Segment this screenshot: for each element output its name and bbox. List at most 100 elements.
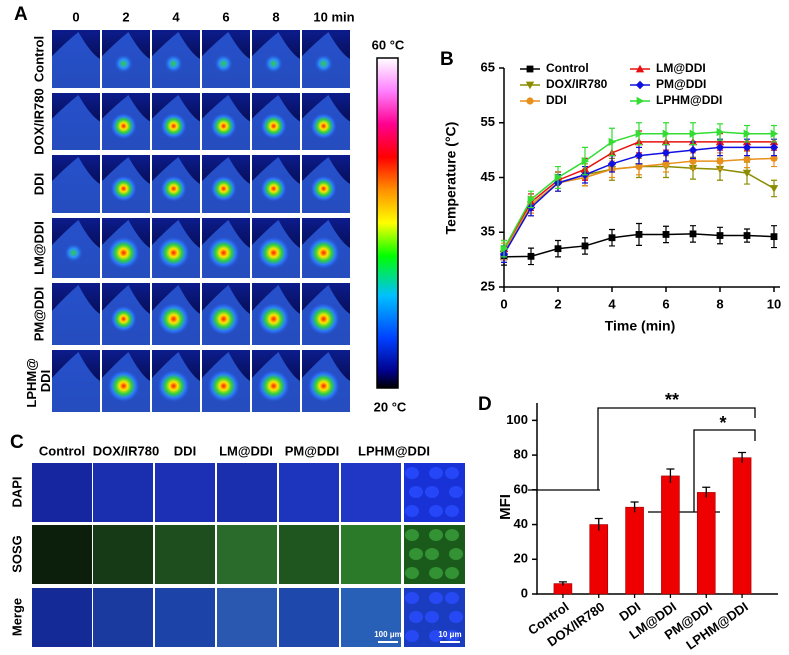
column-label: Control	[39, 443, 85, 458]
thermal-image	[302, 30, 350, 88]
marker	[715, 143, 725, 152]
row-label: LPHM@ DDI	[24, 354, 53, 407]
panel-label: D	[478, 394, 492, 415]
nucleus	[445, 467, 459, 479]
marker	[689, 129, 698, 138]
hot-spot	[257, 369, 290, 402]
x-tick-label: 2	[554, 296, 561, 311]
y-axis-label: Temperature (°C)	[443, 122, 459, 235]
hot-spot	[314, 54, 333, 73]
nucleus	[445, 592, 459, 604]
hot-spot	[207, 369, 240, 402]
thermal-image	[152, 283, 200, 345]
x-axis-label: Time (min)	[605, 318, 676, 334]
y-tick-label: 55	[481, 114, 495, 129]
thermal-image	[302, 218, 350, 278]
marker	[608, 137, 617, 147]
marker	[635, 80, 645, 90]
nucleus	[445, 630, 459, 642]
micrograph	[155, 463, 215, 522]
y-tick-label: 0	[521, 585, 528, 600]
marker	[527, 252, 535, 260]
thermal-image	[52, 155, 100, 213]
time-label: 0	[72, 9, 79, 24]
x-tick-label: 8	[716, 296, 723, 311]
hot-spot	[307, 369, 340, 402]
row-label: Merge	[9, 598, 24, 636]
nucleus	[425, 486, 439, 498]
body-shape	[52, 157, 100, 213]
y-tick-label: 20	[514, 551, 528, 566]
micrograph	[279, 525, 339, 584]
nucleus	[409, 486, 423, 498]
micrograph	[217, 525, 277, 584]
thermal-image	[252, 218, 300, 278]
error-bar	[630, 501, 639, 513]
marker	[662, 129, 671, 138]
y-tick-label: 65	[481, 59, 495, 74]
body-shape	[52, 285, 100, 345]
hot-spot	[157, 302, 190, 335]
thermal-image	[152, 93, 200, 150]
nucleus	[445, 567, 459, 579]
nucleus	[405, 567, 419, 579]
thermal-image	[302, 155, 350, 213]
y-tick-label: 25	[481, 278, 495, 293]
color-bar-min: 20 °C	[374, 399, 407, 414]
marker	[661, 148, 671, 158]
hot-spot	[157, 236, 190, 269]
legend-label: DDI	[546, 93, 567, 107]
hot-spot	[207, 302, 240, 335]
nucleus	[429, 529, 443, 541]
nucleus	[429, 567, 443, 579]
color-bar	[376, 57, 399, 389]
thermal-image	[302, 283, 350, 345]
marker	[526, 65, 534, 73]
x-tick-label: 6	[662, 296, 669, 311]
row-label: LM@DDI	[31, 221, 46, 275]
thermal-image	[52, 218, 100, 278]
hot-spot	[214, 54, 233, 73]
thermal-image	[202, 155, 250, 213]
micrograph	[155, 588, 215, 647]
row-label: DOX/IR780	[31, 88, 46, 154]
row-label: DDI	[31, 173, 46, 195]
body-shape	[52, 95, 100, 150]
thermal-image	[202, 350, 250, 412]
marker	[689, 230, 697, 238]
y-tick-label: 35	[481, 224, 495, 239]
nucleus	[425, 548, 439, 560]
marker	[554, 245, 562, 253]
time-label: 4	[172, 9, 180, 24]
thermal-image	[102, 350, 150, 412]
micrograph	[279, 588, 339, 647]
error-bar	[666, 468, 675, 483]
micrograph	[93, 463, 153, 522]
nucleus	[409, 548, 423, 560]
hot-spot	[160, 113, 187, 140]
row-label: Control	[31, 36, 46, 82]
column-label: PM@DDI	[285, 443, 340, 458]
micrograph	[155, 525, 215, 584]
scale-bar-label: 100 μm	[374, 630, 402, 639]
thermal-image	[152, 350, 200, 412]
row-label: DAPI	[9, 476, 24, 507]
panel-label: B	[440, 49, 454, 70]
thermal-image	[152, 218, 200, 278]
marker	[770, 154, 778, 162]
hot-spot	[307, 302, 340, 335]
hot-spot	[260, 113, 287, 140]
marker	[769, 185, 779, 193]
nucleus	[449, 611, 463, 623]
row-label: SOSG	[9, 535, 24, 573]
marker	[743, 129, 752, 138]
marker	[635, 129, 644, 138]
hot-spot	[160, 175, 187, 202]
micrograph	[32, 588, 92, 647]
hot-spot	[157, 369, 190, 402]
micrograph	[279, 463, 339, 522]
bar	[732, 457, 752, 595]
marker	[635, 64, 645, 73]
thermal-image	[52, 30, 100, 88]
